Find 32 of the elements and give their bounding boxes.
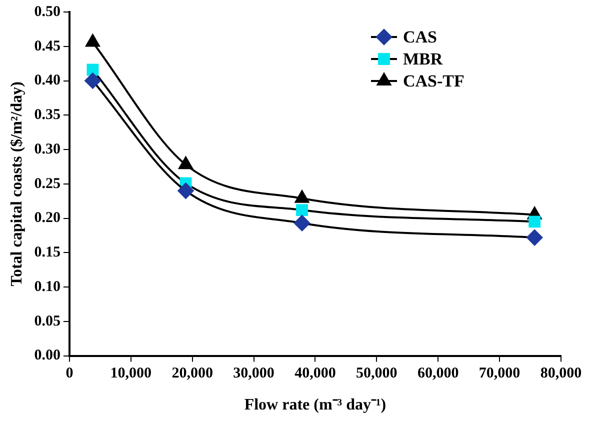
point (178, 182, 194, 199)
point (526, 230, 543, 246)
x-tick-label: 10,000 (110, 366, 152, 382)
legend-label: CAS-TF (403, 71, 464, 90)
x-tick-label: 20,000 (172, 366, 213, 382)
y-tick-label: 0.30 (34, 141, 60, 158)
point (296, 204, 308, 216)
point (84, 72, 101, 89)
y-axis-title: Total capital coasts ($/m²/day) (8, 82, 26, 286)
legend-label: CAS (403, 27, 438, 46)
x-tick-label: 0 (66, 366, 74, 382)
legend-label: MBR (403, 49, 444, 68)
y-tick-label: 0.10 (34, 278, 60, 295)
point (86, 64, 99, 76)
x-axis-title: Flow rate (m⁻³ day⁻¹) (244, 396, 386, 414)
x-tick-label: 70,000 (478, 366, 520, 382)
y-tick-label: 0.15 (34, 244, 60, 261)
x-tick-label: 80,000 (540, 366, 582, 382)
y-tick-label: 0.50 (34, 4, 60, 20)
x-tick-label: 50,000 (356, 366, 398, 382)
y-tick-label: 0.25 (34, 176, 60, 192)
x-tick-label: 30,000 (233, 366, 274, 382)
x-tick-label: 60,000 (417, 366, 459, 382)
point (294, 215, 310, 232)
y-tick-label: 0.45 (34, 38, 60, 54)
y-tick-label: 0.05 (34, 313, 60, 330)
point (528, 216, 541, 228)
y-tick-label: 0.40 (34, 72, 60, 89)
y-tick-label: 0.20 (34, 210, 60, 226)
y-tick-label: 0.35 (34, 107, 60, 124)
x-tick-label: 40,000 (294, 366, 336, 382)
y-tick-label: 0.00 (34, 348, 60, 364)
